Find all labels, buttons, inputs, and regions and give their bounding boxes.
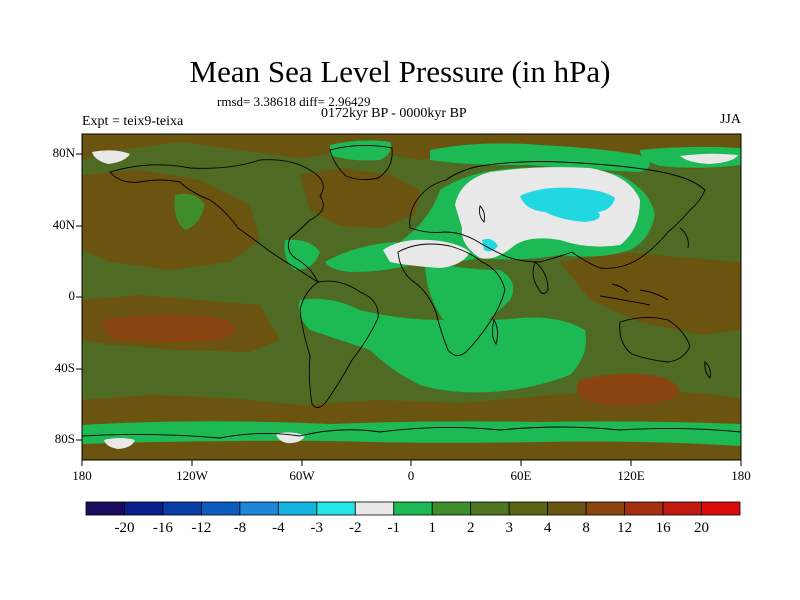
coast-africa	[397, 243, 506, 356]
field-region-white-arctic-2	[680, 153, 738, 164]
lon-label-0: 0	[407, 468, 415, 483]
colorbar-swatch	[470, 501, 510, 516]
field-region-green-africa	[425, 262, 514, 335]
field-region-brown-natlantic	[300, 168, 420, 228]
colorbar-label: 20	[694, 520, 709, 536]
colorbar-label: 4	[543, 520, 552, 536]
colorbar-label: -4	[272, 520, 285, 536]
colorbar-swatch	[508, 501, 549, 516]
lat-label-80n: 80N	[52, 145, 75, 160]
colorbar-swatch	[547, 501, 587, 516]
colorbar-label: 2	[466, 520, 475, 536]
season-label: JJA	[719, 112, 741, 127]
experiment-label: Expt = teix9-teixa	[82, 114, 184, 129]
colorbar-label: -1	[387, 520, 401, 536]
colorbar-label: -8	[233, 520, 247, 536]
colorbar-label: -2	[349, 520, 362, 536]
axis-ticks	[76, 153, 742, 466]
lon-label-60w: 60W	[289, 468, 315, 483]
colorbar-label: 8	[582, 520, 590, 536]
field-region-cyan-siberia	[520, 187, 615, 222]
colorbar-label: -12	[191, 520, 212, 536]
coast-japan	[679, 227, 689, 249]
colorbar-swatch	[162, 501, 202, 516]
colorbar-label: 3	[505, 520, 513, 536]
colorbar-swatch	[316, 501, 356, 516]
coast-north-america	[109, 159, 324, 284]
lat-label-80s: 80S	[54, 431, 75, 446]
colorbar-swatch	[585, 501, 625, 516]
field-region-rust-spacific	[100, 315, 235, 343]
lon-label-180w: 180	[72, 468, 92, 483]
field-region-white-nafrica	[383, 239, 470, 268]
coast-new-zealand	[704, 361, 711, 379]
coast-australia	[619, 317, 691, 363]
lon-label-180e: 180	[731, 468, 751, 483]
field-region-brown-npacific	[82, 170, 260, 270]
field-region-rust-sindian	[576, 373, 679, 406]
field-region-green-arctic	[430, 143, 650, 172]
colorbar-swatch	[124, 501, 164, 516]
colorbar-label: -16	[152, 520, 173, 536]
field-region-green-mexico	[284, 239, 320, 270]
field-region-white-antarctic-1	[104, 438, 135, 449]
field-region-midgreen-westcoast	[174, 193, 205, 230]
coast-south-america	[299, 280, 379, 408]
coast-indonesia	[599, 283, 669, 306]
lat-label-0: 0	[68, 288, 76, 303]
colorbar-swatch	[85, 501, 125, 516]
coastlines	[82, 145, 741, 439]
coast-eurasia	[409, 161, 706, 269]
field-region-brown-north	[82, 134, 741, 170]
colorbar-swatch	[701, 501, 741, 516]
coast-india	[532, 261, 549, 294]
lon-label-60e: 60E	[510, 468, 532, 483]
colorbar-label: 16	[655, 520, 671, 536]
period-text: 0172kyr BP - 0000kyr BP	[321, 106, 467, 121]
lat-label-40n: 40N	[52, 217, 75, 232]
coast-antarctica	[82, 426, 741, 439]
colorbar-label: -3	[310, 520, 324, 536]
coast-caspian	[479, 205, 485, 223]
coast-madagascar	[491, 318, 499, 345]
field-region-white-antarctic-2	[276, 432, 305, 444]
lon-label-120e: 120E	[617, 468, 645, 483]
lon-label-120w: 120W	[176, 468, 208, 483]
field-region-brown-wpacific	[560, 252, 741, 335]
colorbar	[85, 501, 741, 516]
colorbar-label: 1	[428, 520, 436, 536]
chart-title: Mean Sea Level Pressure (in hPa)	[189, 54, 611, 89]
colorbar-label: 12	[617, 520, 633, 536]
colorbar-swatch	[431, 501, 472, 516]
colorbar-label: -20	[114, 520, 135, 536]
colorbar-swatch	[239, 501, 279, 516]
field-region-cyan-tibet	[482, 238, 498, 252]
colorbar-swatch	[624, 501, 664, 516]
coast-greenland	[329, 145, 393, 181]
colorbar-swatch	[393, 501, 433, 516]
map-field	[82, 134, 741, 460]
field-region-white-arctic-1	[92, 150, 130, 164]
lat-label-40s: 40S	[54, 360, 75, 375]
field-region-green-greenland	[330, 140, 392, 161]
colorbar-swatch	[201, 501, 241, 516]
stats-text: rmsd= 3.38618 diff= 2.96429	[217, 94, 371, 109]
colorbar-swatch	[354, 501, 395, 516]
colorbar-swatch	[277, 501, 318, 516]
field-region-green-satlantic-indian	[298, 298, 586, 393]
colorbar-swatch	[662, 501, 702, 516]
